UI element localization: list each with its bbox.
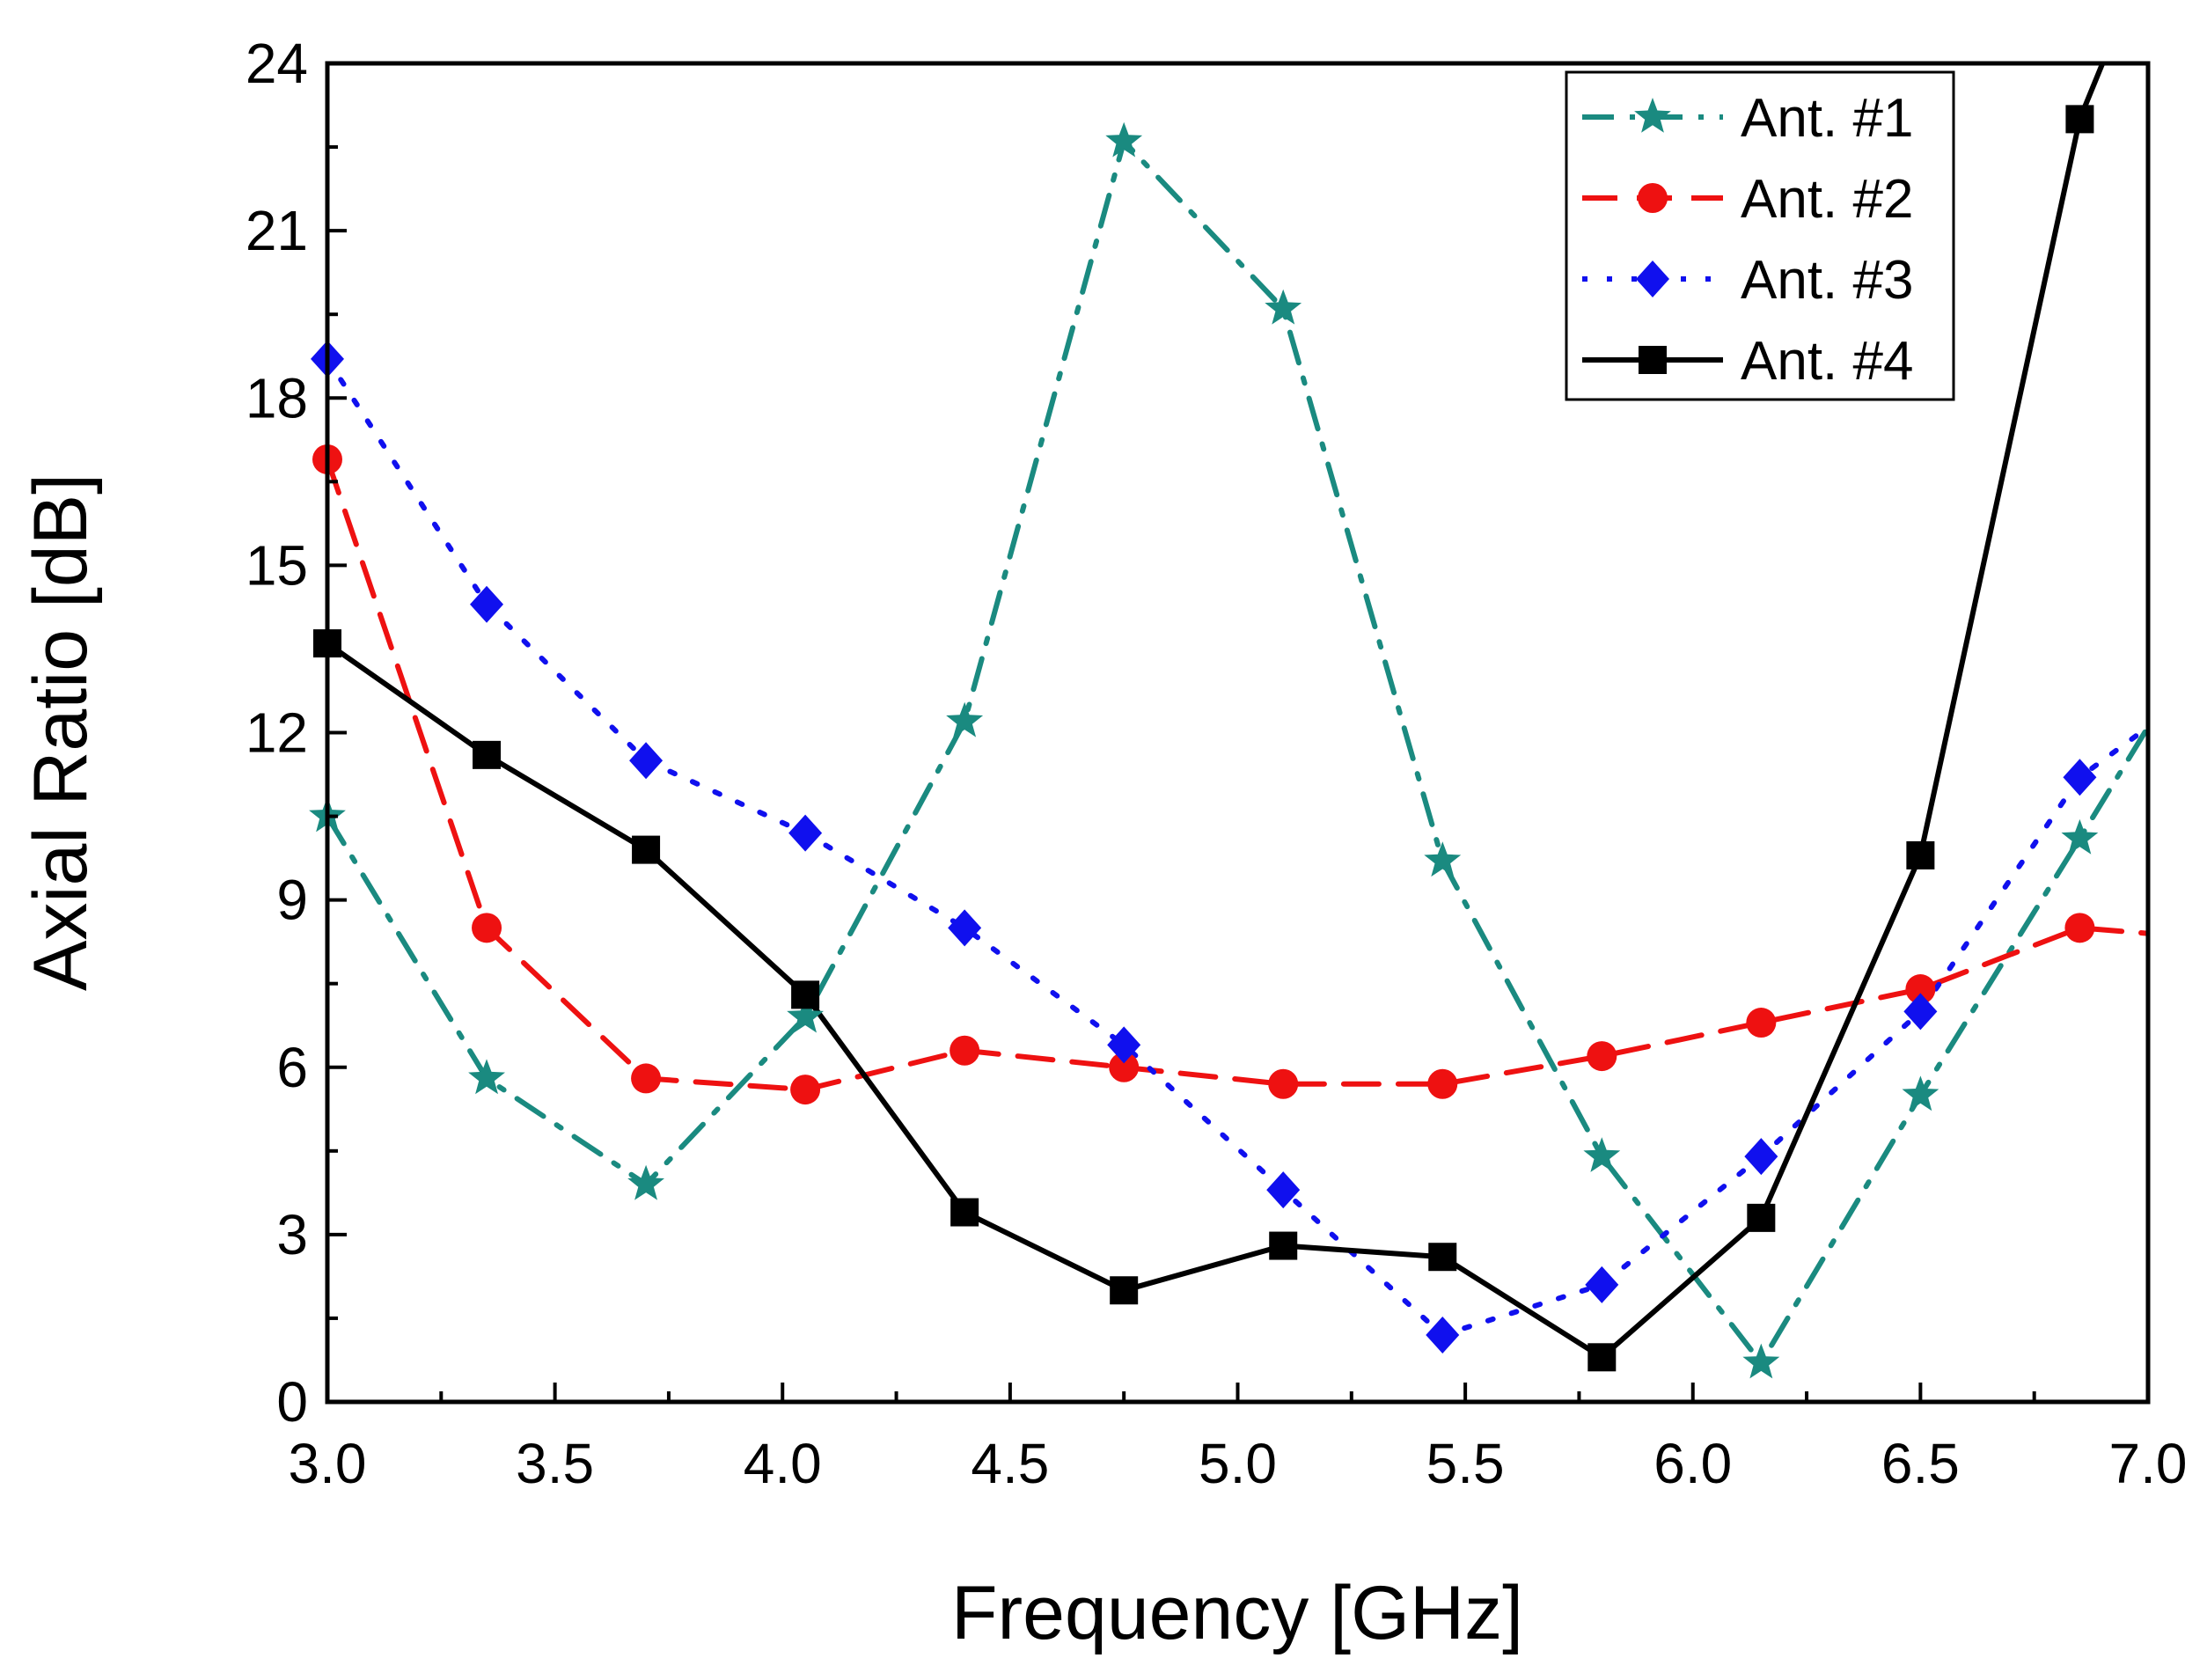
tick-layer: 3.0 3.5 4.0 4.5 5.0 5.5 6.0 6.5 7.0 0 3 6 9 12 15 18 21 2… bbox=[246, 32, 2188, 1495]
series-2-point bbox=[950, 1035, 980, 1066]
x-tick-label: 6.0 bbox=[1653, 1432, 1732, 1495]
series-3-point bbox=[2063, 759, 2097, 796]
series-1-point bbox=[627, 1164, 664, 1200]
series-1-point bbox=[468, 1059, 505, 1095]
legend-marker bbox=[1636, 260, 1669, 297]
x-tick-label: 6.5 bbox=[1881, 1432, 1960, 1495]
series-3-point bbox=[1744, 1138, 1778, 1176]
series-2-point bbox=[1746, 1008, 1777, 1038]
y-tick-label: 24 bbox=[246, 32, 308, 95]
y-tick-label: 3 bbox=[276, 1203, 308, 1266]
series-2-point bbox=[1427, 1068, 1458, 1099]
series-1-point bbox=[1583, 1137, 1621, 1172]
series-2-point bbox=[1268, 1068, 1299, 1099]
series-1-point bbox=[1265, 289, 1302, 325]
x-tick-label: 5.5 bbox=[1426, 1432, 1505, 1495]
series-2-point bbox=[1587, 1041, 1617, 1072]
y-tick-label: 18 bbox=[246, 366, 308, 429]
series-3-point bbox=[470, 585, 504, 623]
series-2-point bbox=[631, 1063, 662, 1094]
legend-marker bbox=[1638, 183, 1668, 213]
series-3-point bbox=[1903, 993, 1938, 1031]
x-tick-label: 3.5 bbox=[516, 1432, 594, 1495]
series-1-point bbox=[946, 701, 984, 737]
y-tick-label: 9 bbox=[276, 869, 308, 932]
series-4-point bbox=[632, 835, 661, 864]
marker-layer bbox=[309, 105, 2099, 1379]
x-tick-label: 7.0 bbox=[2109, 1432, 2188, 1495]
y-tick-label: 6 bbox=[276, 1036, 308, 1099]
series-2-point bbox=[2064, 913, 2095, 943]
series-1-point bbox=[1105, 121, 1143, 158]
series-1-point bbox=[1902, 1075, 1939, 1111]
legend-marker bbox=[1634, 98, 1671, 133]
x-tick-label: 4.5 bbox=[971, 1432, 1049, 1495]
series-1-point bbox=[787, 997, 824, 1033]
series-1-point bbox=[1424, 841, 1462, 877]
series-4-point bbox=[1906, 840, 1935, 869]
y-tick-label: 21 bbox=[246, 199, 308, 262]
y-tick-label: 12 bbox=[246, 701, 308, 765]
legend-label: Ant. #4 bbox=[1741, 331, 1913, 392]
series-2-point bbox=[472, 913, 502, 943]
series-line-3 bbox=[327, 356, 2148, 1338]
series-1-point bbox=[2061, 818, 2099, 855]
legend-label: Ant. #1 bbox=[1741, 88, 1913, 149]
series-4-point bbox=[473, 740, 502, 769]
legend-box bbox=[1565, 70, 1955, 401]
series-3-point bbox=[1266, 1171, 1301, 1209]
x-tick-label: 4.0 bbox=[744, 1432, 822, 1495]
series-3-point bbox=[788, 814, 823, 852]
series-2-point bbox=[1905, 974, 1936, 1005]
series-4-point bbox=[1110, 1276, 1139, 1305]
series-2-point bbox=[790, 1075, 821, 1105]
legend-marker bbox=[1639, 346, 1667, 374]
series-2-point bbox=[1109, 1052, 1140, 1082]
series-3-point bbox=[1426, 1316, 1460, 1354]
x-tick-label: 3.0 bbox=[289, 1432, 367, 1495]
legend-label: Ant. #3 bbox=[1741, 250, 1913, 311]
y-tick-label: 0 bbox=[276, 1370, 308, 1434]
series-1-point bbox=[1742, 1343, 1780, 1379]
legend-label: Ant. #2 bbox=[1741, 169, 1913, 230]
y-axis-title: Axial Ratio [dB] bbox=[18, 473, 103, 991]
series-4-point bbox=[1747, 1203, 1776, 1232]
series-4-point bbox=[1428, 1243, 1457, 1272]
series-3-point bbox=[1107, 1026, 1141, 1064]
y-tick-label: 15 bbox=[246, 533, 308, 597]
x-tick-label: 5.0 bbox=[1199, 1432, 1277, 1495]
x-axis-title: Frequency [GHz] bbox=[951, 1571, 1523, 1655]
series-3-point bbox=[629, 742, 664, 780]
series-3-point bbox=[948, 909, 982, 947]
legend: Ant. #1 Ant. #2 Ant. #3 Ant. #4 bbox=[1565, 70, 1955, 401]
series-4-point bbox=[791, 980, 820, 1009]
series-4-point bbox=[1269, 1231, 1298, 1260]
series-4-point bbox=[2065, 105, 2094, 134]
series-4-point bbox=[1587, 1343, 1617, 1372]
series-3-point bbox=[1585, 1266, 1619, 1303]
series-line-2 bbox=[327, 457, 2148, 1093]
series-4-point bbox=[950, 1198, 979, 1227]
